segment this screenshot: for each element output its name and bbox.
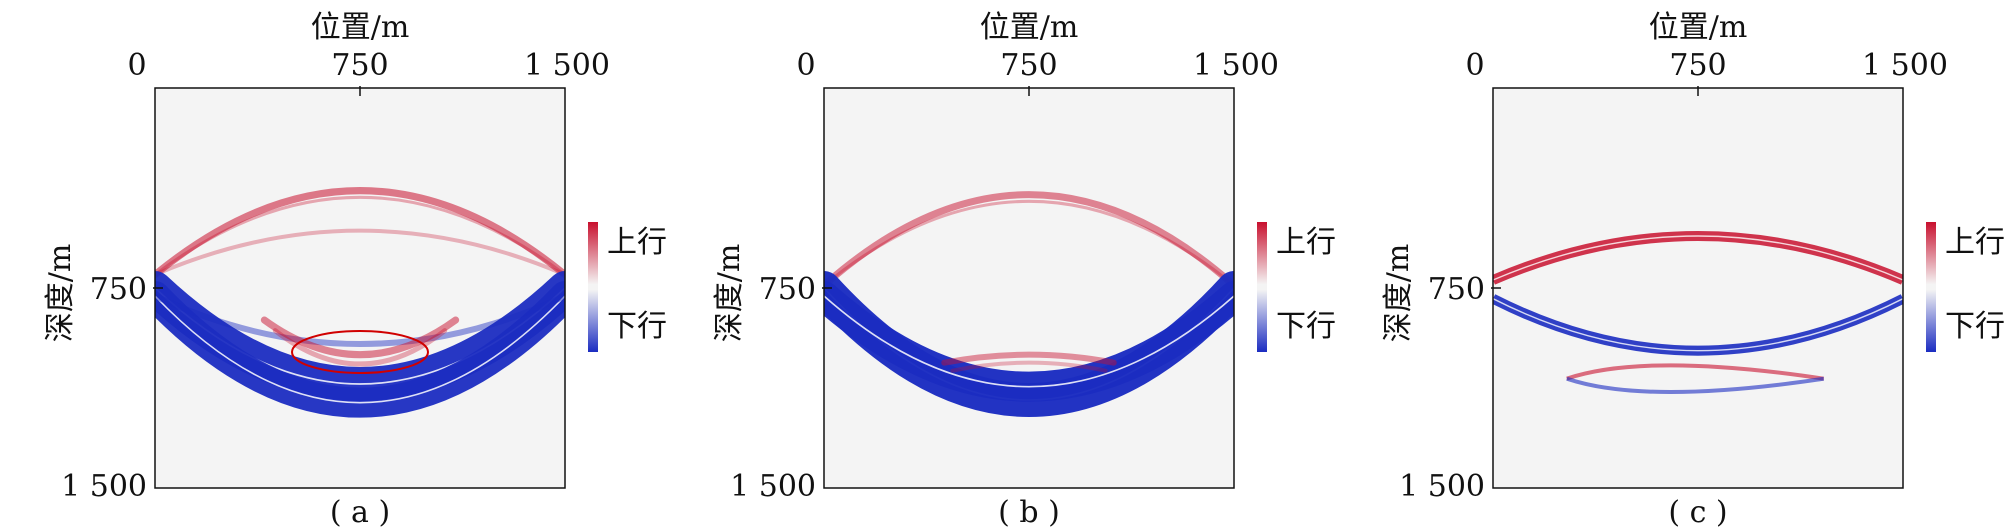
colorbar	[588, 222, 598, 352]
down-arc-core	[1493, 298, 1903, 352]
panel-caption: ( b )	[998, 495, 1060, 527]
x-tick-label: 1 500	[1193, 48, 1279, 83]
up-arc	[155, 187, 565, 279]
panel-a: 位置/m 0 750 1 500 750 1 500 深度/m ( a ) 上行下行	[0, 0, 669, 527]
y-tick-label: 750	[759, 272, 816, 307]
x-tick-label: 0	[1465, 48, 1484, 83]
x-tick-label: 750	[1669, 48, 1726, 83]
y-tick-label: 1 500	[1399, 469, 1485, 504]
down-arc	[1566, 376, 1825, 394]
up-arc	[950, 360, 1108, 373]
down-arc-core	[155, 295, 565, 404]
y-axis-label: 深度/m	[1381, 244, 1416, 343]
colorbar-down-label: 下行	[607, 309, 667, 344]
panel-caption: ( c )	[1668, 495, 1727, 527]
y-tick-label: 750	[1428, 272, 1485, 307]
y-tick-label: 1 500	[61, 469, 147, 504]
up-arc	[155, 228, 565, 277]
y-axis-label: 深度/m	[43, 244, 78, 343]
up-arc	[1566, 363, 1825, 381]
up-arc	[941, 351, 1117, 366]
panel-b: 位置/m 0 750 1 500 750 1 500 深度/m ( b ) 上行下行	[669, 0, 1338, 527]
up-arc	[824, 199, 1234, 287]
x-tick-label: 1 500	[1862, 48, 1948, 83]
x-tick-label: 1 500	[524, 48, 610, 83]
x-tick-label: 750	[1000, 48, 1057, 83]
plot-area	[155, 88, 565, 488]
up-arc-core	[1493, 235, 1903, 281]
up-arc	[260, 316, 460, 359]
down-arc	[155, 293, 565, 347]
y-axis-label: 深度/m	[712, 244, 747, 343]
panel-caption: ( a )	[330, 495, 390, 527]
colorbar	[1257, 222, 1267, 352]
up-arc	[824, 191, 1234, 289]
colorbar-up-label: 上行	[1276, 225, 1336, 260]
plot-area	[1493, 88, 1903, 488]
highlight-ellipse	[291, 330, 429, 374]
colorbar	[1926, 222, 1936, 352]
y-tick-label: 750	[90, 272, 147, 307]
colorbar-down-label: 下行	[1945, 309, 2005, 344]
x-axis-label: 位置/m	[1649, 10, 1748, 45]
x-axis-label: 位置/m	[980, 10, 1079, 45]
up-arc	[155, 195, 565, 277]
down-arc-core	[824, 295, 1234, 388]
y-tick-label: 1 500	[730, 469, 816, 504]
colorbar-up-label: 上行	[1945, 225, 2005, 260]
colorbar-up-label: 上行	[607, 225, 667, 260]
x-tick-label: 750	[331, 48, 388, 83]
x-tick-label: 0	[796, 48, 815, 83]
x-axis-label: 位置/m	[311, 10, 410, 45]
colorbar-down-label: 下行	[1276, 309, 1336, 344]
x-tick-label: 0	[127, 48, 146, 83]
plot-area	[824, 88, 1234, 488]
panel-c: 位置/m 0 750 1 500 750 1 500 深度/m ( c ) 上行下行	[1338, 0, 2007, 527]
